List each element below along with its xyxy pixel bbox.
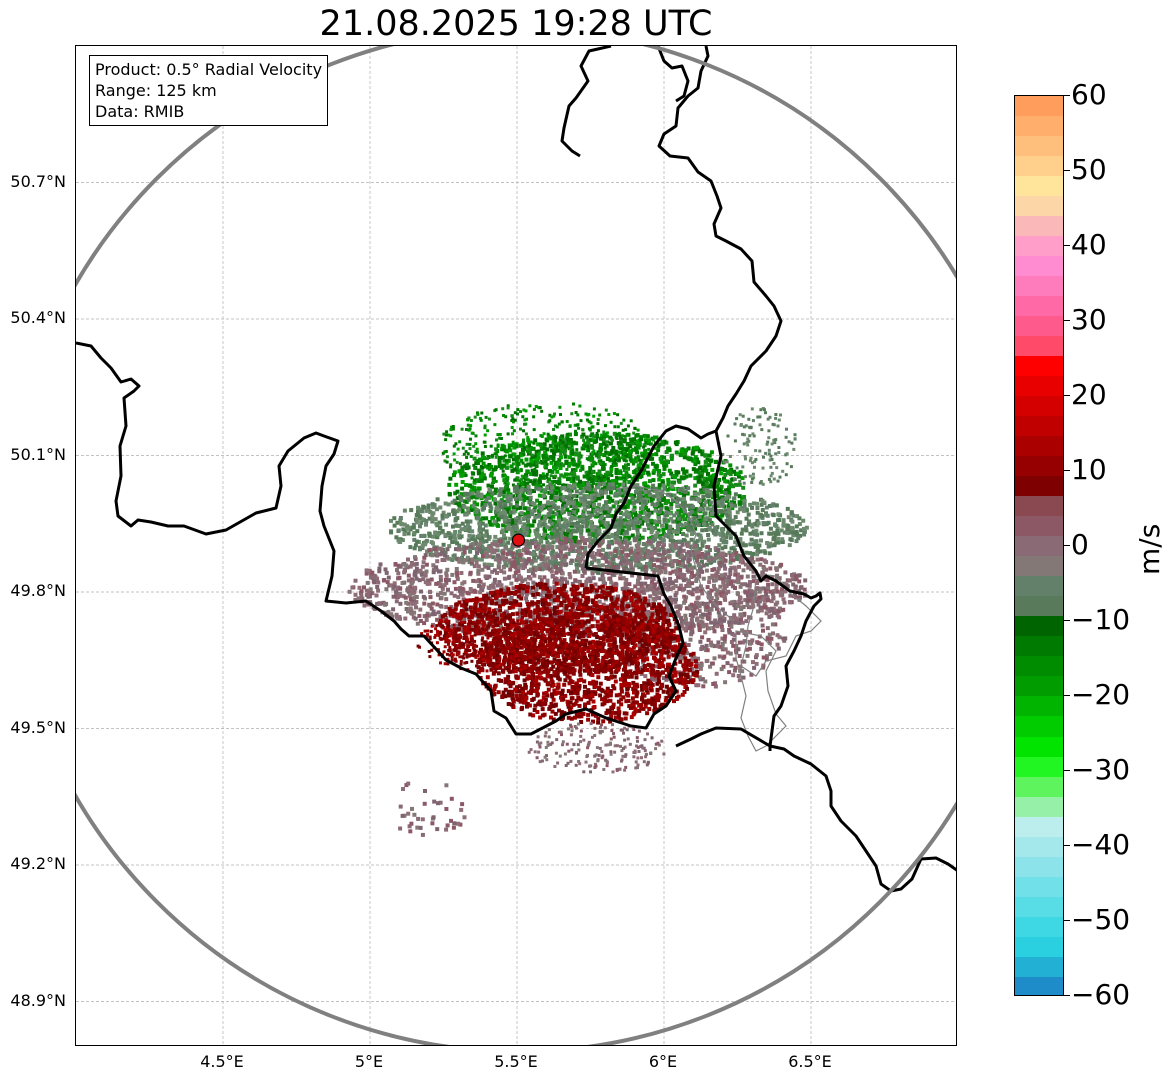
- lat-tick-label: 49.2°N: [10, 854, 66, 873]
- colorbar-band: [1015, 776, 1063, 797]
- colorbar-band: [1015, 236, 1063, 257]
- radar-site-marker[interactable]: [511, 533, 526, 547]
- colorbar-band: [1015, 516, 1063, 537]
- colorbar-unit-label: m/s: [1133, 523, 1166, 575]
- colorbar-tick: [1064, 320, 1070, 321]
- colorbar-tick: [1064, 920, 1070, 921]
- colorbar-band: [1015, 376, 1063, 397]
- lon-tick-label: 5.5°E: [494, 1052, 538, 1071]
- colorbar-tick-label: −40: [1071, 828, 1131, 861]
- colorbar-band: [1015, 276, 1063, 297]
- radar-map[interactable]: [75, 45, 957, 1046]
- colorbar-tick: [1064, 770, 1070, 771]
- colorbar-band: [1015, 636, 1063, 657]
- colorbar-band: [1015, 956, 1063, 977]
- colorbar-band: [1015, 196, 1063, 217]
- colorbar-band: [1015, 96, 1063, 117]
- country-borders: [76, 46, 956, 893]
- colorbar-tick-label: 10: [1071, 453, 1107, 486]
- colorbar-tick-label: −50: [1071, 903, 1131, 936]
- colorbar-band: [1015, 976, 1063, 995]
- colorbar-band: [1015, 716, 1063, 737]
- colorbar-band: [1015, 456, 1063, 477]
- lat-tick-label: 49.5°N: [10, 717, 66, 737]
- lat-tick-label: 48.9°N: [10, 990, 66, 1010]
- colorbar-tick: [1064, 695, 1070, 696]
- colorbar-tick-label: −30: [1071, 753, 1131, 786]
- colorbar-band: [1015, 896, 1063, 917]
- colorbar-band: [1015, 356, 1063, 377]
- radar-map-canvas[interactable]: [76, 46, 957, 1046]
- colorbar-band: [1015, 476, 1063, 497]
- colorbar-band: [1015, 656, 1063, 677]
- colorbar-tick-label: 40: [1071, 228, 1107, 261]
- colorbar-tick-label: −20: [1071, 678, 1131, 711]
- colorbar-band: [1015, 836, 1063, 857]
- lon-tick-label: 6.5°E: [788, 1052, 832, 1071]
- colorbar-tick: [1064, 395, 1070, 396]
- colorbar-tick: [1064, 170, 1070, 171]
- lat-tick-label: 50.4°N: [10, 308, 66, 327]
- lat-tick-label: 49.8°N: [10, 581, 66, 600]
- lat-tick-label: 50.1°N: [10, 444, 66, 464]
- info-box: Product: 0.5° Radial Velocity Range: 125…: [89, 55, 329, 126]
- colorbar-band: [1015, 156, 1063, 177]
- lon-tick-label: 6°E: [648, 1052, 678, 1071]
- colorbar-band: [1015, 676, 1063, 697]
- info-product: Product: 0.5° Radial Velocity: [95, 60, 323, 79]
- info-data: Data: RMIB: [95, 102, 185, 121]
- colorbar-tick-label: −10: [1071, 603, 1131, 636]
- colorbar-tick: [1064, 545, 1070, 546]
- lon-tick-label: 4.5°E: [200, 1052, 244, 1071]
- colorbar-tick-label: 60: [1071, 78, 1107, 111]
- colorbar-band: [1015, 416, 1063, 437]
- map-title: 21.08.2025 19:28 UTC: [319, 4, 713, 44]
- colorbar-tick: [1064, 95, 1070, 96]
- colorbar-tick-label: 50: [1071, 153, 1107, 186]
- colorbar-tick: [1064, 620, 1070, 621]
- colorbar-band: [1015, 396, 1063, 417]
- colorbar-band: [1015, 116, 1063, 137]
- colorbar-band: [1015, 916, 1063, 937]
- colorbar-band: [1015, 336, 1063, 357]
- colorbar-band: [1015, 136, 1063, 157]
- lon-tick-label: 5°E: [354, 1052, 384, 1071]
- colorbar-band: [1015, 696, 1063, 717]
- colorbar-tick-label: 0: [1071, 528, 1089, 561]
- colorbar-tick: [1064, 245, 1070, 246]
- colorbar-band: [1015, 596, 1063, 617]
- colorbar-band: [1015, 616, 1063, 637]
- colorbar-band: [1015, 736, 1063, 757]
- colorbar-band: [1015, 576, 1063, 597]
- colorbar-band: [1015, 796, 1063, 817]
- colorbar-band: [1015, 756, 1063, 777]
- colorbar-tick: [1064, 845, 1070, 846]
- colorbar-band: [1015, 936, 1063, 957]
- colorbar-band: [1015, 556, 1063, 577]
- colorbar-band: [1015, 316, 1063, 337]
- radar-echoes: [347, 402, 809, 837]
- lat-tick-label: 50.7°N: [10, 171, 66, 191]
- info-range: Range: 125 km: [95, 81, 217, 100]
- colorbar-band: [1015, 856, 1063, 877]
- colorbar-band: [1015, 816, 1063, 837]
- colorbar-band: [1015, 436, 1063, 457]
- colorbar-tick-label: 20: [1071, 378, 1107, 411]
- colorbar-band: [1015, 296, 1063, 317]
- colorbar-band: [1015, 176, 1063, 197]
- colorbar-band: [1015, 496, 1063, 517]
- colorbar-tick: [1064, 995, 1070, 996]
- colorbar-tick-label: 30: [1071, 303, 1107, 336]
- colorbar-band: [1015, 536, 1063, 557]
- colorbar-band: [1015, 256, 1063, 277]
- colorbar: [1014, 95, 1064, 996]
- colorbar-tick-label: −60: [1071, 978, 1131, 1011]
- colorbar-band: [1015, 876, 1063, 897]
- colorbar-tick: [1064, 470, 1070, 471]
- colorbar-band: [1015, 216, 1063, 237]
